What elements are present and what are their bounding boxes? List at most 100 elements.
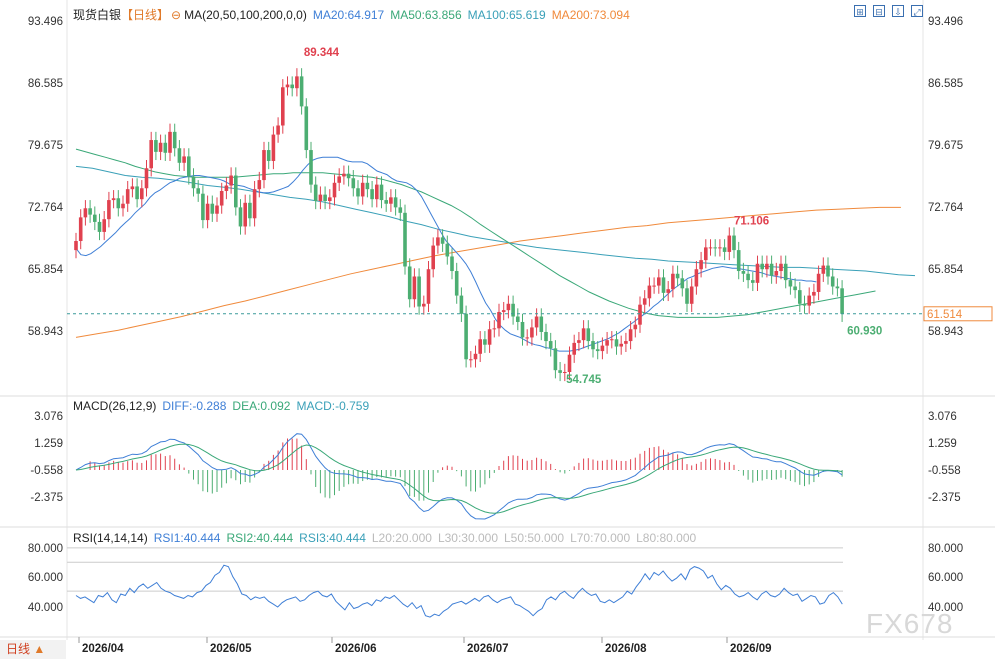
macd-tick-left: -0.558	[30, 465, 63, 477]
macd-diff-line	[75, 433, 843, 520]
candle-body	[332, 182, 337, 198]
candle-body	[689, 286, 694, 304]
candle-body	[807, 295, 811, 306]
candle-body	[177, 148, 182, 163]
candle-body	[417, 276, 421, 307]
macd-label: MACD(26,12,9)	[73, 399, 157, 413]
candle-body	[802, 303, 807, 306]
candle-body	[281, 87, 285, 126]
candle-body	[628, 329, 633, 342]
candle-body	[798, 290, 802, 304]
rsi-line	[75, 564, 843, 618]
rsi-level-80: L80:80.000	[636, 531, 697, 545]
rsi-tick-right: 40.000	[928, 602, 963, 614]
candle-body	[130, 186, 135, 190]
rsi-tick-left: 40.000	[28, 602, 63, 614]
download-icon[interactable]: ⇩	[892, 5, 904, 17]
candle-body	[158, 142, 163, 152]
price-tick-right: 72.764	[928, 202, 964, 214]
macd-dea: DEA:0.092	[232, 399, 291, 413]
candle-body	[149, 140, 153, 169]
candle-body	[107, 200, 111, 220]
candle-body	[614, 339, 619, 347]
candle-body	[144, 168, 149, 189]
candle-body	[506, 303, 511, 311]
candle-body	[548, 341, 553, 349]
price-tick-right: 86.585	[928, 78, 963, 90]
candle-body	[360, 182, 365, 197]
fullscreen-icon[interactable]: ⤢	[911, 5, 923, 17]
candle-body	[168, 131, 172, 153]
candle-body	[172, 131, 177, 149]
candle-body	[591, 341, 595, 350]
candle-body	[497, 311, 501, 329]
candle-body	[379, 184, 384, 201]
candle-body	[661, 277, 666, 293]
low-annotation: 54.745	[566, 374, 602, 386]
candle-body	[121, 203, 125, 209]
price-tick-right: 79.675	[928, 140, 963, 152]
candle-body	[473, 353, 478, 360]
settings-icon[interactable]: ⊖	[171, 8, 182, 22]
candle-body	[365, 182, 370, 190]
period-tag-label: 日线	[6, 642, 31, 656]
price-tick-left: 93.496	[28, 16, 63, 28]
price-tick-left: 58.943	[28, 326, 63, 338]
candle-body	[581, 328, 586, 341]
candle-body	[393, 197, 398, 208]
price-tick-right: 65.854	[928, 264, 964, 276]
candle-body	[422, 303, 426, 307]
candle-body	[234, 175, 238, 208]
macd-tick-left: -2.375	[30, 492, 63, 504]
rsi-tick-right: 60.000	[928, 572, 963, 584]
candle-body	[553, 348, 558, 371]
candle-body	[530, 327, 534, 338]
candle-body	[412, 276, 417, 300]
expand-icon[interactable]: ⊞	[854, 5, 866, 17]
rsi-label: RSI(14,14,14)	[73, 531, 148, 545]
candle-body	[666, 289, 670, 293]
candle-body	[116, 198, 121, 209]
caret-up-icon: ▲	[33, 642, 46, 656]
candle-body	[337, 176, 341, 183]
candle-body	[304, 106, 309, 151]
candle-body	[346, 173, 351, 179]
candle-body	[835, 286, 840, 289]
candle-body	[299, 76, 304, 107]
candle-body	[642, 298, 647, 305]
period-tag[interactable]: 日线 ▲	[0, 640, 66, 659]
candle-body	[633, 324, 638, 330]
x-tick-label: 2026/04	[82, 643, 124, 655]
candle-body	[266, 150, 271, 161]
candle-body	[746, 273, 750, 281]
candle-body	[135, 186, 139, 200]
last-low-annotation: 60.930	[847, 325, 882, 337]
candle-body	[671, 273, 675, 290]
candle-body	[440, 237, 445, 244]
macd-tick-left: 3.076	[34, 411, 63, 423]
candle-body	[97, 221, 102, 232]
candle-body	[243, 202, 247, 227]
candle-body	[154, 140, 158, 152]
macd-value: MACD:-0.759	[296, 399, 370, 413]
macd-diff: DIFF:-0.288	[162, 399, 227, 413]
candle-body	[248, 202, 252, 219]
candle-body	[525, 337, 529, 339]
candle-body	[563, 372, 567, 373]
rsi-level-20: L20:20.000	[371, 531, 432, 545]
zoom-icon[interactable]: ⊟	[873, 5, 885, 17]
candle-body	[454, 271, 459, 296]
candle-body	[205, 203, 210, 221]
candle-body	[722, 247, 727, 252]
candle-body	[718, 247, 722, 249]
candle-body	[544, 331, 548, 342]
candle-body	[492, 328, 497, 330]
candle-body	[469, 359, 473, 361]
period-label: 【日线】	[121, 8, 170, 22]
rsi-legend: RSI(14,14,14) RSI1:40.444 RSI2:40.444 RSI3:…	[73, 531, 702, 545]
candle-body	[647, 285, 652, 299]
ma20-value: MA20:64.917	[312, 8, 385, 22]
ma50-line	[75, 148, 876, 318]
candle-body	[534, 316, 539, 328]
